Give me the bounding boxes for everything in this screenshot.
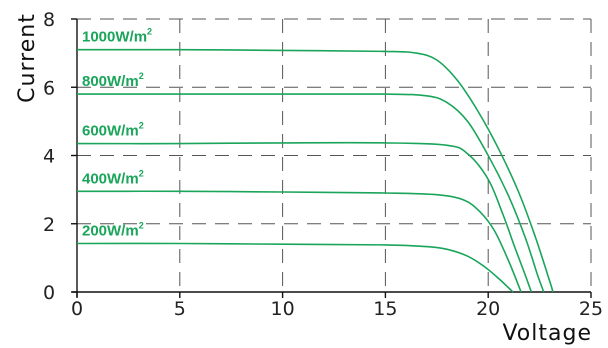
x-tick-label: 10	[271, 298, 295, 320]
x-tick-label: 5	[174, 298, 186, 320]
x-tick-label: 20	[476, 298, 500, 320]
axis-layer	[71, 18, 592, 298]
series-line	[76, 190, 522, 293]
series-line	[76, 48, 554, 293]
x-axis-title: Voltage	[502, 321, 592, 346]
grid-layer	[77, 18, 592, 292]
series-line	[77, 93, 545, 293]
series-line	[76, 242, 514, 293]
series-label: 200W/m2	[82, 221, 144, 240]
series-label: 400W/m2	[82, 168, 144, 187]
y-tick-label: 0	[43, 282, 55, 304]
y-tick-label: 2	[43, 214, 55, 236]
series-line	[76, 141, 533, 293]
x-tick-label: 0	[71, 298, 83, 320]
series-label: 1000W/m2	[82, 27, 152, 46]
y-tick-label: 8	[43, 9, 55, 31]
curve-layer	[76, 48, 554, 293]
x-tick-label: 15	[373, 298, 397, 320]
y-axis-title: Current	[15, 13, 40, 103]
x-tick-label: 25	[579, 298, 603, 320]
y-tick-label: 4	[43, 146, 55, 168]
label-layer: 1000W/m2 800W/m2 600W/m2 400W/m2 200W/m2	[82, 27, 152, 240]
y-tick-label: 6	[43, 77, 55, 99]
series-label: 600W/m2	[82, 121, 144, 140]
tick-layer: 0 2 4 6 8 0 5 10 15 20 25	[43, 9, 603, 320]
series-label: 800W/m2	[82, 71, 144, 90]
